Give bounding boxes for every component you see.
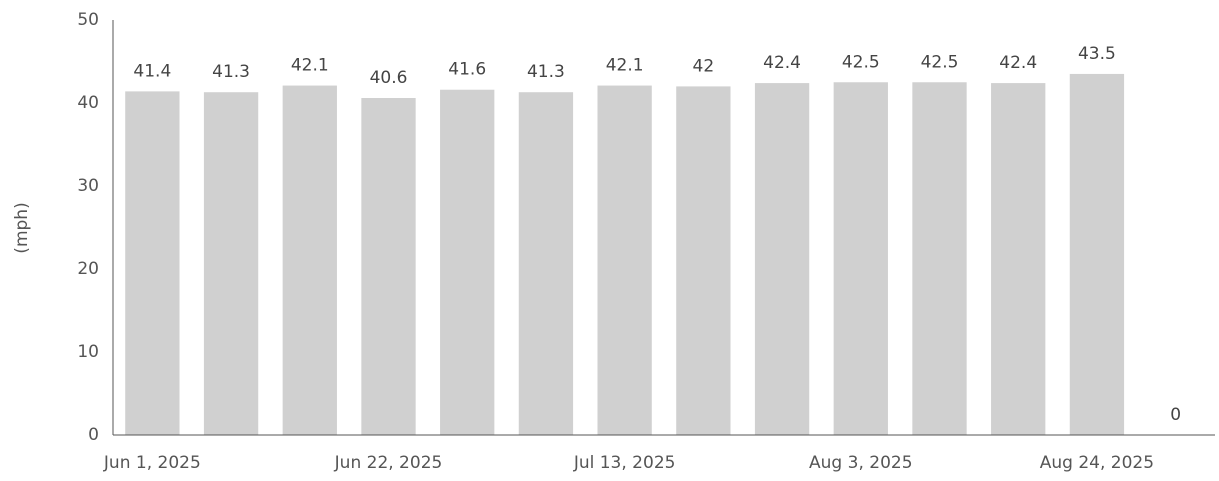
value-label: 0 bbox=[1170, 405, 1181, 425]
y-axis-label: (mph) bbox=[12, 202, 32, 253]
bar bbox=[361, 98, 416, 436]
value-label: 41.6 bbox=[448, 60, 486, 80]
bar bbox=[518, 92, 574, 436]
value-label: 42.4 bbox=[763, 53, 801, 73]
bar bbox=[833, 82, 888, 435]
y-tick-label: 50 bbox=[77, 10, 99, 30]
y-tick-label: 10 bbox=[77, 342, 99, 362]
bar bbox=[125, 91, 180, 435]
bar bbox=[282, 85, 337, 435]
bar bbox=[676, 86, 731, 436]
value-label: 43.5 bbox=[1078, 44, 1116, 64]
y-tick-label: 40 bbox=[77, 93, 99, 113]
bar bbox=[991, 83, 1046, 435]
value-label: 42.4 bbox=[999, 53, 1037, 73]
bar bbox=[754, 83, 810, 435]
x-tick-label: Aug 24, 2025 bbox=[1040, 453, 1154, 473]
x-tick-label: Jul 13, 2025 bbox=[573, 453, 676, 473]
value-label: 42.1 bbox=[606, 56, 644, 76]
y-tick-label: 0 bbox=[88, 425, 99, 445]
value-label: 42.1 bbox=[291, 56, 329, 76]
y-tick-label: 20 bbox=[77, 259, 99, 279]
bar bbox=[440, 89, 495, 435]
bar bbox=[912, 82, 967, 435]
x-tick-label: Jun 1, 2025 bbox=[103, 453, 201, 473]
x-tick-label: Jun 22, 2025 bbox=[334, 453, 443, 473]
bar bbox=[1069, 73, 1125, 435]
value-label: 40.6 bbox=[370, 68, 408, 88]
value-label: 42.5 bbox=[842, 52, 880, 72]
bar bbox=[597, 85, 652, 435]
value-label: 41.4 bbox=[133, 61, 171, 81]
value-label: 41.3 bbox=[212, 62, 250, 82]
value-label: 42.5 bbox=[921, 52, 959, 72]
bar bbox=[203, 92, 259, 436]
value-label: 41.3 bbox=[527, 62, 565, 82]
y-tick-label: 30 bbox=[77, 176, 99, 196]
value-label: 42 bbox=[693, 56, 715, 76]
x-tick-label: Aug 3, 2025 bbox=[809, 453, 913, 473]
